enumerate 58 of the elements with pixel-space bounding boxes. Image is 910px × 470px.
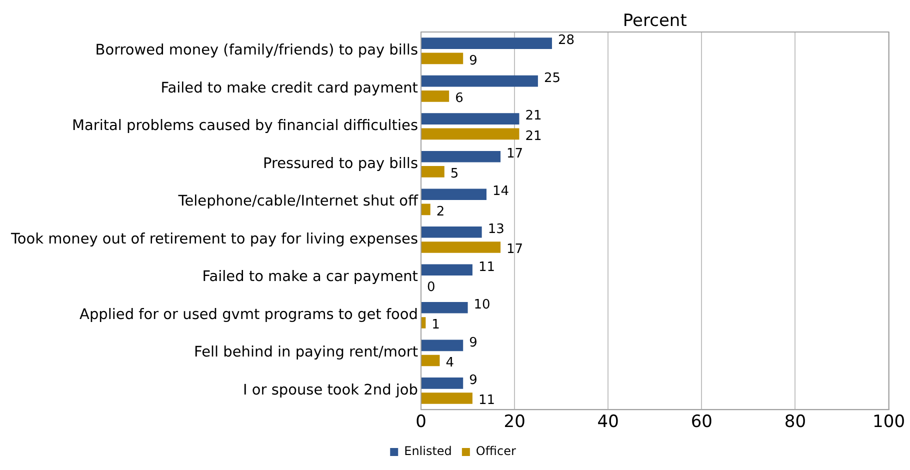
data-label: 5: [450, 166, 459, 182]
bar: [422, 188, 486, 200]
data-label: 21: [525, 108, 542, 124]
data-label: 21: [525, 128, 542, 144]
data-label: 14: [492, 184, 510, 200]
y-tick-label: Failed to make credit card payment: [160, 80, 418, 96]
x-axis-title: Percent: [622, 10, 688, 31]
data-label: 13: [488, 222, 504, 238]
y-tick-label: Applied for or used gvmt programs to get food: [80, 306, 418, 323]
y-tick-label: Telephone/cable/Internet shut off: [177, 194, 420, 210]
y-tick-label: Fell behind in paying rent/mort: [194, 344, 418, 361]
data-label: 10: [474, 298, 490, 313]
x-tick-label: 20: [504, 412, 526, 432]
bar: [422, 75, 538, 87]
y-tick-label: Pressured to pay bills: [262, 156, 418, 172]
data-label: 11: [478, 260, 496, 275]
data-label: 1: [432, 318, 440, 333]
bar: [422, 226, 482, 238]
bar: [422, 90, 450, 102]
bar: [422, 354, 440, 366]
y-tick-label: Borrowed money (family/friends) to pay bills: [95, 42, 418, 59]
bar: [422, 242, 501, 253]
data-label: 6: [455, 91, 464, 106]
y-tick-label: I or spouse took 2nd job: [243, 382, 418, 398]
bar: [422, 38, 552, 49]
bar: [422, 52, 464, 64]
data-label: 4: [446, 355, 454, 370]
data-label: 25: [544, 70, 560, 86]
bar: [422, 392, 472, 404]
data-label: 17: [506, 242, 524, 258]
data-label: 28: [558, 33, 575, 48]
data-label: 17: [506, 146, 524, 162]
y-tick-label: Failed to make a car payment: [202, 269, 418, 286]
bar: [422, 150, 501, 162]
bar: [422, 302, 468, 314]
bar: [422, 166, 444, 178]
x-tick-label: 80: [784, 412, 806, 432]
bar: [422, 264, 472, 276]
x-tick-label: 40: [597, 412, 619, 432]
data-label: 11: [478, 393, 496, 408]
data-label: 9: [469, 53, 478, 68]
y-tick-label: Took money out of retirement to pay for living expenses: [10, 231, 418, 248]
bar: [422, 113, 520, 125]
data-label: 0: [427, 280, 436, 295]
bar: [422, 340, 464, 352]
bar: [422, 317, 426, 328]
x-tick-label: 100: [872, 412, 906, 432]
bar: [422, 378, 464, 389]
legend-label: Enlisted: [404, 444, 452, 458]
data-label: 9: [469, 335, 478, 350]
bar: [422, 204, 430, 216]
data-label: 2: [436, 204, 445, 220]
y-tick-label: Marital problems caused by financial difficulties: [72, 118, 418, 134]
bar: [422, 128, 520, 140]
legend-label: Officer: [476, 444, 516, 458]
data-label: 9: [469, 373, 478, 388]
x-tick-label: 60: [690, 412, 712, 432]
x-tick-label: 0: [416, 412, 426, 432]
